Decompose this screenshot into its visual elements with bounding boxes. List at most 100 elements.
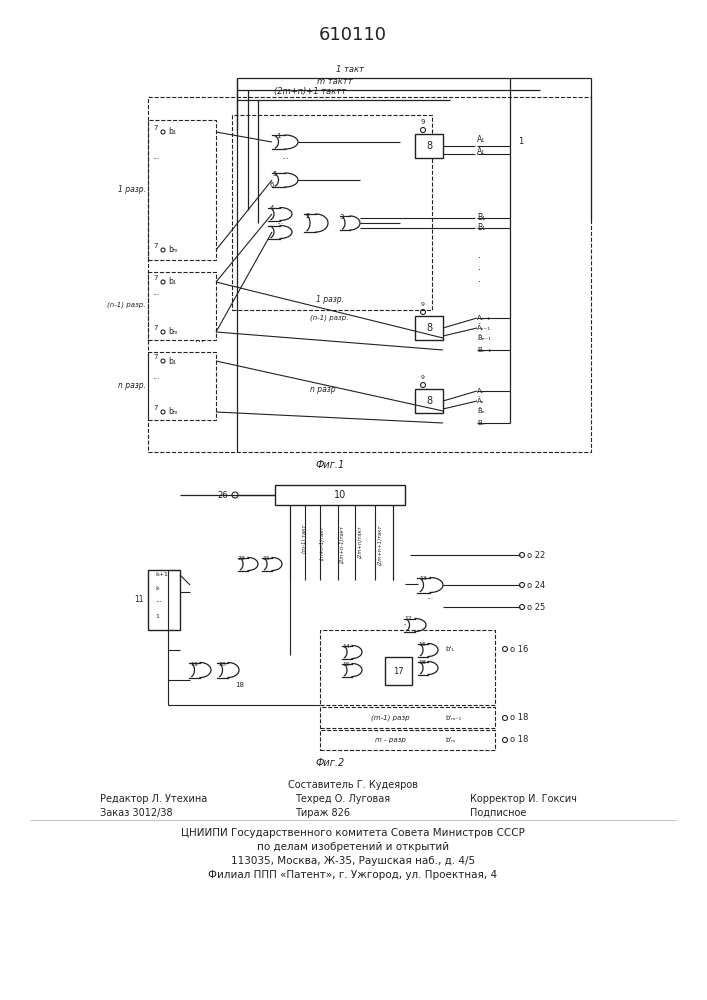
Text: ···: ··· bbox=[152, 292, 160, 300]
Text: ЦНИИПИ Государственного комитета Совета Министров СССР: ЦНИИПИ Государственного комитета Совета … bbox=[181, 828, 525, 838]
Text: 610110: 610110 bbox=[319, 26, 387, 44]
Text: (n-1) разр.: (n-1) разр. bbox=[310, 315, 349, 321]
Text: B₁: B₁ bbox=[477, 224, 485, 232]
Text: o 18: o 18 bbox=[510, 714, 528, 722]
Text: 10: 10 bbox=[334, 490, 346, 500]
Text: 20: 20 bbox=[218, 662, 226, 666]
Text: bₘ: bₘ bbox=[168, 245, 177, 254]
Text: 18: 18 bbox=[418, 660, 426, 664]
Text: n разр: n разр bbox=[310, 385, 336, 394]
Text: 5: 5 bbox=[273, 171, 277, 177]
Text: 7: 7 bbox=[153, 354, 158, 360]
Bar bbox=[148, 120, 216, 260]
Text: o 24: o 24 bbox=[527, 580, 545, 589]
Text: o 25: o 25 bbox=[527, 602, 545, 611]
Bar bbox=[415, 134, 443, 158]
Bar bbox=[232, 115, 432, 310]
Text: k+1: k+1 bbox=[155, 572, 168, 578]
Bar bbox=[275, 485, 405, 505]
Text: ···: ··· bbox=[152, 375, 160, 384]
Text: 7: 7 bbox=[153, 275, 158, 281]
Text: (m-1) такт: (m-1) такт bbox=[303, 525, 308, 553]
Text: 1 такт: 1 такт bbox=[336, 65, 364, 74]
Text: o 16: o 16 bbox=[510, 645, 528, 654]
Bar bbox=[320, 707, 495, 728]
Text: 2: 2 bbox=[306, 213, 310, 219]
Text: Āₙ₋₁: Āₙ₋₁ bbox=[477, 325, 491, 331]
Text: ···: ··· bbox=[281, 155, 289, 164]
Text: k: k bbox=[155, 585, 159, 590]
Text: Bₙ₋₁: Bₙ₋₁ bbox=[477, 347, 491, 353]
Text: 4: 4 bbox=[270, 205, 274, 211]
Bar bbox=[148, 352, 216, 420]
Bar bbox=[148, 97, 591, 452]
Bar bbox=[320, 730, 495, 750]
Text: 9: 9 bbox=[421, 375, 425, 380]
Text: 6: 6 bbox=[270, 182, 274, 188]
Text: b₁: b₁ bbox=[168, 277, 176, 286]
Text: 1 разр.: 1 разр. bbox=[316, 296, 344, 304]
Text: (n-1) разр.: (n-1) разр. bbox=[107, 302, 146, 308]
Text: Bₙ: Bₙ bbox=[477, 420, 484, 426]
Text: Подписное: Подписное bbox=[470, 808, 527, 818]
Text: m тактт: m тактт bbox=[317, 77, 353, 86]
Text: 18: 18 bbox=[235, 682, 245, 688]
Text: Заказ 3012/38: Заказ 3012/38 bbox=[100, 808, 173, 818]
Text: 8: 8 bbox=[426, 323, 432, 333]
Text: Āₙ: Āₙ bbox=[477, 398, 484, 404]
Text: b₁: b₁ bbox=[168, 357, 176, 365]
Text: 113035, Москва, Ж-35, Раушская наб., д. 4/5: 113035, Москва, Ж-35, Раушская наб., д. … bbox=[231, 856, 475, 866]
Text: b'ₘ₋₁: b'ₘ₋₁ bbox=[445, 715, 461, 721]
Text: (2m+n)+1 тактт: (2m+n)+1 тактт bbox=[274, 87, 346, 96]
Bar bbox=[415, 316, 443, 340]
Text: 3: 3 bbox=[340, 214, 344, 220]
Text: o 22: o 22 bbox=[527, 550, 545, 560]
Text: b₁: b₁ bbox=[168, 127, 176, 136]
Text: (m+n-1)такт: (m+n-1)такт bbox=[320, 525, 325, 560]
Text: B̄ₙ: B̄ₙ bbox=[477, 408, 484, 414]
Text: Фиг.2: Фиг.2 bbox=[315, 758, 344, 768]
Text: bₘ: bₘ bbox=[168, 328, 177, 336]
Text: o 18: o 18 bbox=[510, 736, 528, 744]
Text: B̄₁: B̄₁ bbox=[477, 214, 485, 223]
Text: Ā₁: Ā₁ bbox=[477, 146, 485, 155]
Text: 9: 9 bbox=[421, 119, 425, 125]
Text: 1: 1 bbox=[518, 137, 523, 146]
Text: m - разр: m - разр bbox=[375, 737, 405, 743]
Text: Тираж 826: Тираж 826 bbox=[295, 808, 350, 818]
Text: Техред О. Луговая: Техред О. Луговая bbox=[295, 794, 390, 804]
Bar bbox=[148, 570, 180, 630]
Text: 7: 7 bbox=[153, 243, 158, 249]
Text: B̄ₙ₋₁: B̄ₙ₋₁ bbox=[477, 335, 491, 341]
Text: (2m+n-1)такт: (2m+n-1)такт bbox=[339, 525, 344, 563]
Text: 23: 23 bbox=[238, 556, 246, 562]
Text: 14: 14 bbox=[342, 644, 350, 648]
Text: 1: 1 bbox=[155, 614, 159, 619]
Text: 1: 1 bbox=[276, 133, 280, 139]
Text: Aₙ₋₁: Aₙ₋₁ bbox=[477, 315, 491, 321]
Text: n разр.: n разр. bbox=[118, 381, 146, 390]
Text: 26: 26 bbox=[217, 490, 228, 499]
Text: ·
·
·: · · · bbox=[479, 253, 481, 287]
Text: 7: 7 bbox=[153, 405, 158, 411]
Text: b'ₘ: b'ₘ bbox=[445, 737, 455, 743]
Text: 15: 15 bbox=[342, 662, 350, 666]
Bar bbox=[415, 389, 443, 413]
Text: bₘ: bₘ bbox=[168, 408, 177, 416]
Text: 9: 9 bbox=[421, 302, 425, 307]
Text: b'₁: b'₁ bbox=[445, 646, 454, 652]
Text: 19: 19 bbox=[190, 662, 198, 666]
Text: 11: 11 bbox=[134, 595, 144, 604]
Text: ···: ··· bbox=[152, 155, 160, 164]
Text: по делам изобретений и открытий: по делам изобретений и открытий bbox=[257, 842, 449, 852]
Text: 21: 21 bbox=[262, 556, 270, 562]
Text: (2m+n)такт: (2m+n)такт bbox=[358, 525, 363, 558]
Text: 12: 12 bbox=[404, 616, 412, 621]
Text: 1 разр.: 1 разр. bbox=[118, 186, 146, 194]
Bar bbox=[320, 630, 495, 705]
Text: Редактор Л. Утехина: Редактор Л. Утехина bbox=[100, 794, 207, 804]
Text: Фиг.1: Фиг.1 bbox=[315, 460, 344, 470]
Text: Филиал ППП «Патент», г. Ужгород, ул. Проектная, 4: Филиал ППП «Патент», г. Ужгород, ул. Про… bbox=[209, 870, 498, 880]
Text: Составитель Г. Кудеяров: Составитель Г. Кудеяров bbox=[288, 780, 418, 790]
Text: A₁: A₁ bbox=[477, 135, 485, 144]
